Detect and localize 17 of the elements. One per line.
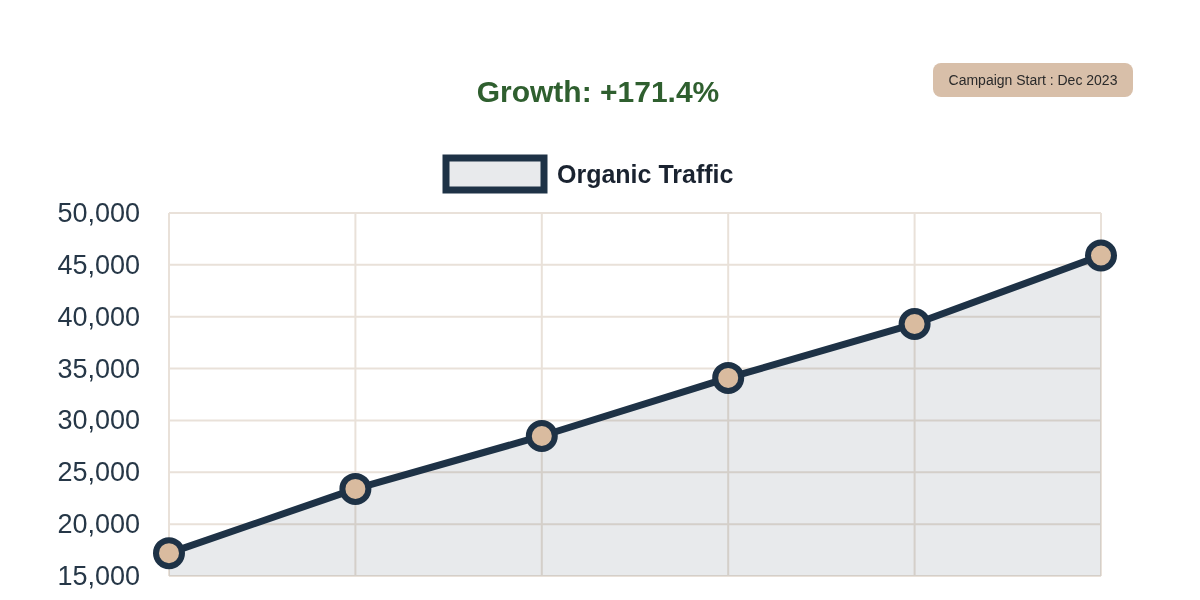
text: Campaign Start : Dec 2023 [948,72,1118,88]
point [525,419,558,452]
y-tick-label: 20,000 [57,509,140,540]
point [339,472,372,505]
chart-subtitle: Growth: +171.4% [476,75,720,108]
y-tick-label: 50,000 [57,198,140,228]
y-tick-label: 30,000 [57,405,140,436]
point [1085,239,1117,272]
y-tick-label: 45,000 [57,249,140,280]
legend-label: Organic Traffic [557,160,734,188]
point [153,537,185,570]
y-tick-label: 15,000 [57,561,140,591]
y-tick-label: 25,000 [57,457,140,488]
y-tick-label: 40,000 [57,301,140,332]
point [898,307,931,340]
point [712,361,745,394]
y-tick-label: 35,000 [57,353,140,384]
